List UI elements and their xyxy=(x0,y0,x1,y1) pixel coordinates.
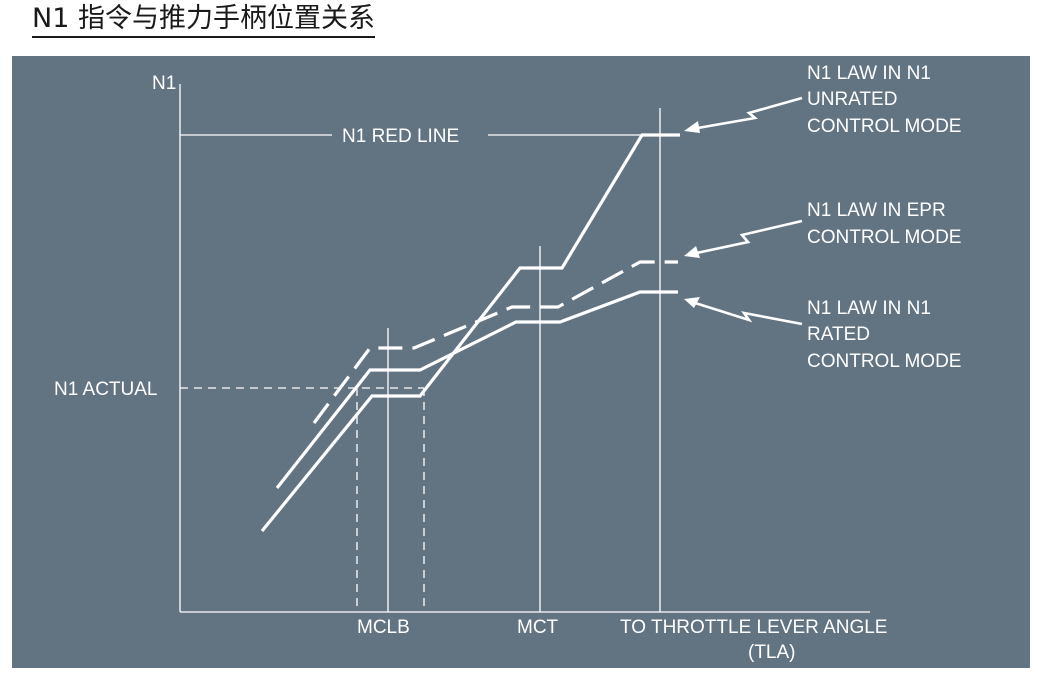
curve-n1-rated xyxy=(275,290,678,489)
callout-rated-line1: N1 LAW IN N1 xyxy=(807,298,931,319)
callout-unrated-line2: UNRATED xyxy=(807,89,897,110)
arrowhead-unrated xyxy=(684,121,700,133)
callout-unrated-line3: CONTROL MODE xyxy=(807,116,961,137)
law-curves xyxy=(260,133,680,533)
x-label-tla-line2: (TLA) xyxy=(748,642,796,663)
callout-arrowheads xyxy=(684,121,700,308)
red-line-label: N1 RED LINE xyxy=(342,126,459,147)
y-axis-label: N1 xyxy=(152,73,176,94)
page-title: N1 指令与推力手柄位置关系 xyxy=(32,2,375,38)
curve-n1-unrated xyxy=(260,133,680,533)
arrowhead-epr xyxy=(684,246,700,258)
x-label-mclb: MCLB xyxy=(357,617,410,638)
reference-lines xyxy=(180,108,661,612)
callout-rated-line3: CONTROL MODE xyxy=(807,351,961,372)
callout-arrows xyxy=(691,96,803,326)
curve-epr xyxy=(312,260,678,424)
n1-actual-label: N1 ACTUAL xyxy=(54,379,157,400)
callout-epr-line1: N1 LAW IN EPR xyxy=(807,200,946,221)
callout-epr-line2: CONTROL MODE xyxy=(807,227,961,248)
x-label-mct: MCT xyxy=(517,617,559,638)
diagram-svg: N1 N1 RED LINE N1 ACTUAL MCLB MCT TO THR… xyxy=(54,63,961,663)
axes xyxy=(179,84,870,613)
callout-rated-line2: RATED xyxy=(807,324,870,345)
arrow-unrated xyxy=(691,96,803,131)
arrowhead-rated xyxy=(684,297,700,308)
n1-actual-guides xyxy=(180,387,425,612)
n1-tla-diagram: N1 N1 RED LINE N1 ACTUAL MCLB MCT TO THR… xyxy=(12,56,1030,668)
callout-unrated-line1: N1 LAW IN N1 xyxy=(807,63,931,84)
arrow-epr xyxy=(691,219,803,256)
arrow-rated xyxy=(691,300,803,326)
x-label-tla-line1: TO THROTTLE LEVER ANGLE xyxy=(620,617,887,638)
